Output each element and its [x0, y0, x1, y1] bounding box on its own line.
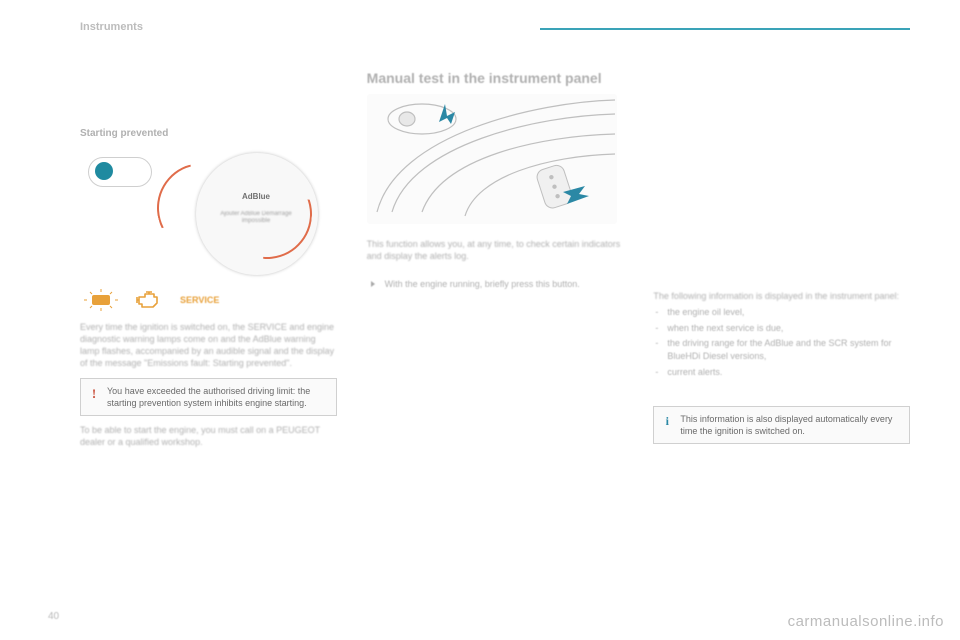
page-number: 40: [48, 611, 59, 622]
manual-page: Instruments Starting prevented AdBlue Aj…: [0, 0, 960, 640]
service-label: SERVICE: [180, 295, 219, 305]
heading-manual-test: Manual test in the instrument panel: [367, 70, 624, 86]
info-text: This information is also displayed autom…: [680, 413, 901, 437]
column-right: The following information is displayed i…: [653, 70, 910, 590]
info-icon: i: [661, 414, 673, 429]
alert-box: ! You have exceeded the authorised drivi…: [80, 378, 337, 416]
para-following-info: The following information is displayed i…: [653, 290, 910, 302]
adblue-subtext: Ajouter AdBlue Démarrage impossible: [212, 211, 300, 224]
para-function-allows: This function allows you, at any time, t…: [367, 238, 624, 262]
column-left: Starting prevented AdBlue Ajouter AdBlue…: [80, 70, 337, 590]
engine-warning-icon: [136, 289, 162, 311]
service-warning-icon: [84, 289, 118, 311]
watermark: carmanualsonline.info: [788, 613, 944, 630]
list-item: the driving range for the AdBlue and the…: [653, 337, 910, 362]
section-label: Instruments: [80, 21, 143, 33]
warning-icons-row: SERVICE: [84, 289, 337, 311]
column-middle: Manual test in the instrument panel: [367, 70, 624, 590]
content-columns: Starting prevented AdBlue Ajouter AdBlue…: [80, 70, 910, 590]
para-starting-prevented: Every time the ignition is switched on, …: [80, 321, 337, 370]
exclamation-icon: !: [88, 386, 100, 402]
subheading-starting-prevented: Starting prevented: [80, 128, 337, 139]
figure-dashboard: [367, 94, 617, 224]
list-item: the engine oil level,: [653, 306, 910, 319]
header-rule: [540, 28, 910, 30]
adblue-label: AdBlue: [212, 192, 300, 201]
page-header: Instruments: [80, 18, 910, 36]
figure-adblue-cluster: AdBlue Ajouter AdBlue Démarrage impossib…: [80, 149, 330, 279]
cluster-dial-icon: [95, 162, 113, 180]
list-item: current alerts.: [653, 366, 910, 379]
cluster-text: AdBlue Ajouter AdBlue Démarrage impossib…: [212, 192, 300, 224]
bullet-press-button: With the engine running, briefly press t…: [367, 278, 624, 291]
info-box: i This information is also displayed aut…: [653, 406, 910, 444]
para-dealer: To be able to start the engine, you must…: [80, 424, 337, 448]
alert-text: You have exceeded the authorised driving…: [107, 385, 328, 409]
list-item: when the next service is due,: [653, 322, 910, 335]
